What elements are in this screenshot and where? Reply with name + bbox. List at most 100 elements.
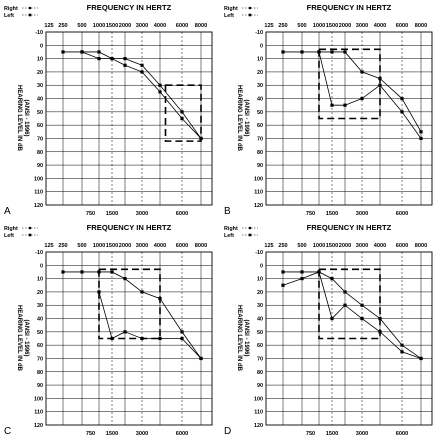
y-tick-label: 40 [37, 317, 43, 323]
x-tick-label: 3000 [136, 243, 148, 249]
data-point [300, 270, 304, 274]
x-axis-bottom: 750 1500 3000 6000 [86, 431, 188, 437]
data-point [400, 350, 404, 354]
data-point [419, 136, 423, 141]
x-tick-label-bottom: 6000 [176, 431, 188, 437]
x-tick-label: 2000 [119, 243, 131, 249]
y-tick-label: 30 [257, 303, 263, 309]
y-tick-label: 120 [34, 203, 43, 209]
data-point [140, 63, 144, 67]
x-tick-label: 500 [77, 243, 86, 249]
plot-frame [265, 251, 433, 426]
y-tick-label: 70 [257, 136, 263, 142]
data-point [61, 270, 65, 274]
data-point [123, 57, 127, 61]
data-point [80, 270, 84, 274]
legend-label-left: Left [224, 233, 234, 239]
data-point [360, 70, 364, 74]
x-axis-bottom: 750 1500 3000 6000 [306, 431, 408, 437]
y-axis-label-standard: (ANSI - 1996) [243, 99, 249, 136]
data-point [378, 330, 382, 334]
data-point [110, 270, 114, 274]
y-tick-label: 90 [257, 163, 263, 169]
y-tick-label: 30 [37, 303, 43, 309]
x-tick-label-bottom: 6000 [396, 211, 408, 217]
x-tick-label: 250 [58, 23, 67, 29]
data-point [110, 57, 114, 61]
y-axis: -10 0 10 20 30 40 50 60 70 80 90 100 110 120 [34, 30, 212, 209]
x-tick-label: 8000 [195, 243, 207, 249]
y-tick-label: 40 [257, 97, 263, 103]
y-tick-label: -10 [35, 30, 43, 36]
data-point [140, 70, 144, 74]
y-tick-label: 100 [34, 396, 43, 402]
y-axis-label-standard: (ANSI - 1996) [23, 319, 29, 356]
panel-title: FREQUENCY IN HERTZ [307, 223, 392, 232]
data-point [400, 343, 404, 347]
y-tick-label: 90 [37, 163, 43, 169]
x-tick-label: 1000 [313, 243, 325, 249]
legend-label-left: Left [4, 233, 14, 239]
plot-frame [45, 251, 213, 426]
x-tick-label: 2000 [339, 243, 351, 249]
y-axis-title: HEARING LEVEL IN dB (ANSI - 1996) [236, 85, 249, 152]
x-tick-label-bottom: 1500 [326, 431, 338, 437]
y-tick-label: 40 [37, 97, 43, 103]
series-2 [281, 270, 423, 361]
x-tick-label: 6000 [396, 23, 408, 29]
data-point [158, 296, 162, 301]
data-point [343, 103, 347, 107]
y-tick-label: 10 [257, 57, 263, 63]
x-tick-label: 500 [297, 23, 306, 29]
x-tick-label: 3000 [136, 23, 148, 29]
y-axis-label: HEARING LEVEL IN dB [16, 305, 22, 372]
x-tick-label: 250 [278, 23, 287, 29]
y-tick-label: 80 [257, 370, 263, 376]
data-point [140, 336, 144, 341]
data-point [123, 277, 127, 281]
x-tick-label-bottom: 750 [306, 211, 315, 217]
x-tick-label: 4000 [154, 243, 166, 249]
data-point [317, 50, 321, 54]
legend-marker-circle [248, 226, 252, 230]
data-point [300, 277, 304, 281]
x-tick-label-bottom: 6000 [396, 431, 408, 437]
x-tick-label-bottom: 750 [306, 431, 315, 437]
panel-title: FREQUENCY IN HERTZ [307, 3, 392, 12]
data-point [180, 336, 184, 341]
y-tick-label: 60 [37, 343, 43, 349]
x-axis-top: 125 250 500 1000 1500 2000 3000 4000 6000 8000 [44, 243, 207, 249]
y-tick-label: -10 [35, 250, 43, 256]
panel-title: FREQUENCY IN HERTZ [87, 223, 172, 232]
y-tick-label: 20 [257, 290, 263, 296]
y-axis-title: HEARING LEVEL IN dB (ANSI - 1996) [16, 305, 29, 372]
y-tick-label: 30 [37, 83, 43, 89]
data-point [199, 356, 203, 361]
y-axis-label: HEARING LEVEL IN dB [236, 305, 242, 372]
x-tick-label: 1500 [106, 23, 118, 29]
series-2 [80, 50, 203, 141]
data-point [419, 130, 423, 134]
data-point [97, 270, 101, 274]
x-gridlines [62, 32, 202, 205]
data-point [330, 277, 334, 281]
x-tick-label: 6000 [176, 23, 188, 29]
y-axis-title: HEARING LEVEL IN dB (ANSI - 1996) [16, 85, 29, 152]
y-tick-label: -10 [255, 30, 263, 36]
legend-label-right: Right [4, 226, 18, 232]
data-point [97, 290, 101, 294]
legend-marker-square [28, 13, 32, 17]
data-point [281, 270, 285, 274]
x-tick-label-bottom: 1500 [106, 431, 118, 437]
legend-label-left: Left [4, 13, 14, 19]
panel-letter: C [4, 426, 11, 437]
data-point [360, 96, 364, 101]
y-tick-label: 50 [257, 330, 263, 336]
data-point [400, 110, 404, 114]
x-tick-label: 250 [278, 243, 287, 249]
y-tick-label: 60 [257, 343, 263, 349]
